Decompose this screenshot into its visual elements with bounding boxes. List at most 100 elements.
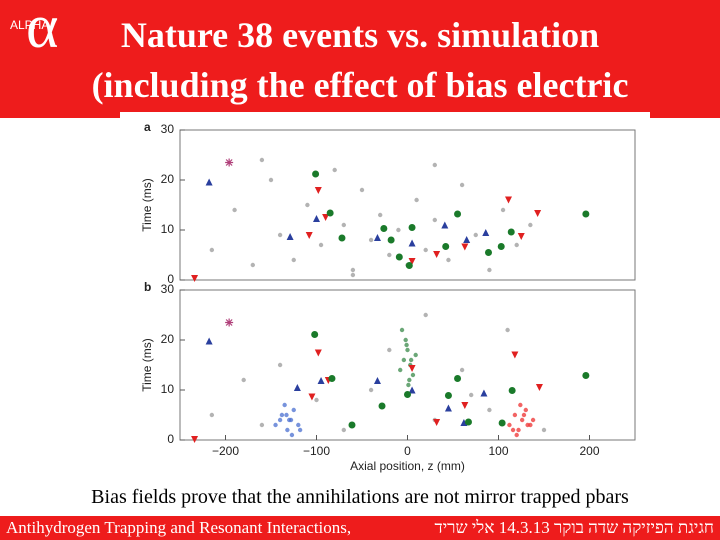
event-circle xyxy=(378,402,386,410)
simulation-point xyxy=(332,167,337,173)
x-tick-label: 200 xyxy=(579,444,599,458)
simulation-point xyxy=(368,237,374,243)
simulation-point xyxy=(399,327,405,333)
simulation-point xyxy=(318,242,324,248)
simulation-point xyxy=(341,222,346,228)
event-triangle-down xyxy=(191,436,199,443)
event-star xyxy=(225,318,234,327)
simulation-point xyxy=(514,432,519,438)
y-tick-label: 0 xyxy=(167,272,174,286)
event-circle xyxy=(312,170,320,178)
simulation-point xyxy=(232,207,237,213)
y-axis-label: Time (ms) xyxy=(140,178,154,232)
event-circle xyxy=(464,418,472,426)
event-triangle-up xyxy=(408,386,416,394)
simulation-point xyxy=(396,227,401,233)
simulation-point xyxy=(314,397,319,403)
event-star xyxy=(225,158,234,167)
simulation-point xyxy=(273,422,278,428)
simulation-point xyxy=(285,427,290,433)
event-circle xyxy=(348,421,356,429)
event-circle xyxy=(338,234,346,242)
x-tick-label: −100 xyxy=(303,444,330,458)
event-triangle-up xyxy=(205,178,213,186)
event-triangle-down xyxy=(511,351,519,359)
simulation-point xyxy=(487,407,492,413)
simulation-point xyxy=(241,377,246,383)
simulation-point xyxy=(277,362,283,368)
event-triangle-down xyxy=(314,349,322,357)
simulation-point xyxy=(487,267,492,273)
simulation-point xyxy=(510,427,516,433)
event-circle xyxy=(311,331,319,338)
simulation-point xyxy=(410,372,416,378)
simulation-point xyxy=(277,232,283,238)
event-circle xyxy=(405,262,413,269)
event-circle xyxy=(328,375,336,382)
simulation-point xyxy=(403,337,408,343)
simulation-point xyxy=(514,242,519,248)
simulation-point xyxy=(525,422,530,428)
simulation-point xyxy=(406,382,411,388)
event-triangle-up xyxy=(293,384,301,391)
simulation-point xyxy=(507,422,512,428)
simulation-point xyxy=(530,417,536,423)
simulation-point xyxy=(259,157,265,163)
event-circle xyxy=(404,391,411,398)
footer-left: Antihydrogen Trapping and Resonant Inter… xyxy=(6,518,352,537)
simulation-point xyxy=(446,257,451,263)
simulation-point xyxy=(414,197,419,203)
simulation-point xyxy=(413,352,418,358)
simulation-point xyxy=(528,222,533,228)
event-circle xyxy=(454,375,462,382)
footer-right: חגיגת הפיזיקה שדה בוקר 14.3.13 אלי שריד xyxy=(434,518,714,537)
event-circle xyxy=(442,243,450,250)
simulation-point xyxy=(291,407,296,413)
event-circle xyxy=(498,419,506,427)
simulation-point xyxy=(516,427,521,433)
event-circle xyxy=(497,243,505,250)
simulation-point xyxy=(297,427,303,433)
event-circle xyxy=(395,253,403,261)
event-triangle-down xyxy=(535,384,543,391)
panel-label: b xyxy=(144,280,151,294)
event-circle xyxy=(582,210,590,218)
event-triangle-up xyxy=(313,215,320,222)
caption: Bias fields prove that the annihilations… xyxy=(91,486,629,508)
simulation-point xyxy=(521,412,527,418)
simulation-point xyxy=(378,212,383,218)
simulation-point xyxy=(523,407,528,413)
simulation-point xyxy=(209,412,215,418)
simulation-point xyxy=(282,402,287,408)
title-line: (including the effect of bias electric xyxy=(91,65,629,105)
simulation-point xyxy=(305,202,310,208)
y-tick-label: 20 xyxy=(161,172,175,186)
simulation-point xyxy=(268,177,274,183)
simulation-point xyxy=(407,377,412,383)
event-triangle-down xyxy=(433,419,441,426)
y-tick-label: 30 xyxy=(161,122,175,136)
simulation-point xyxy=(404,342,409,348)
event-triangle-down xyxy=(305,232,313,239)
event-triangle-up xyxy=(460,419,468,426)
event-circle xyxy=(444,392,452,399)
y-tick-label: 10 xyxy=(161,222,175,236)
event-triangle-up xyxy=(373,234,381,241)
event-triangle-down xyxy=(314,187,322,194)
simulation-point xyxy=(350,272,356,278)
panel-label: a xyxy=(144,120,151,134)
simulation-point xyxy=(423,247,428,253)
plot-frame xyxy=(179,129,636,281)
event-circle xyxy=(484,249,492,256)
event-triangle-down xyxy=(461,243,469,251)
simulation-point xyxy=(423,312,428,318)
simulation-point xyxy=(277,417,283,423)
y-tick-label: 20 xyxy=(161,332,175,346)
event-triangle-down xyxy=(505,196,513,204)
footer: Antihydrogen Trapping and Resonant Inter… xyxy=(0,516,720,540)
y-tick-label: 30 xyxy=(161,282,175,296)
simulation-point xyxy=(408,357,414,363)
event-circle xyxy=(508,387,516,394)
event-triangle-up xyxy=(408,239,416,247)
